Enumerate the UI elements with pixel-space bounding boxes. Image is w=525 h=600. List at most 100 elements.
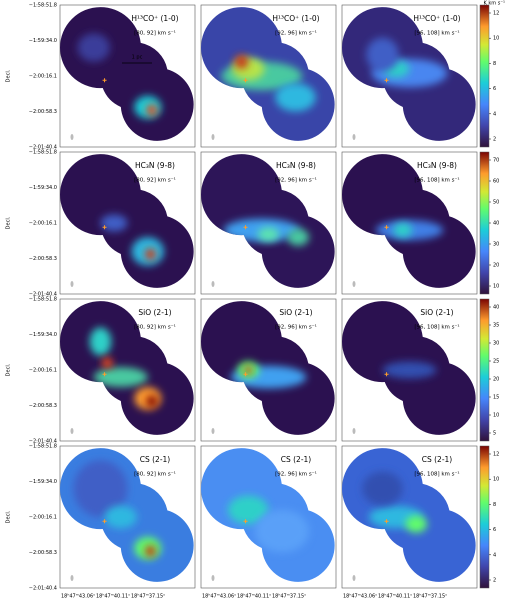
colorbar-tick-label: 12	[493, 452, 499, 458]
y-tick-label: −2:00:58.3	[29, 109, 57, 115]
y-tick-label: −1:59:34.0	[29, 332, 57, 338]
colorbar-tick-label: 4	[493, 111, 496, 117]
emission	[362, 471, 403, 506]
velocity-range: [92, 96] km s⁻¹	[275, 30, 317, 37]
emission	[405, 515, 428, 533]
colorbar-tick-label: 10	[493, 36, 499, 42]
colorbar-tick-label: 30	[493, 242, 499, 248]
y-tick-label: −2:00:16.1	[29, 74, 57, 80]
colorbar	[479, 4, 490, 148]
y-tick-label: −2:00:16.1	[29, 221, 57, 227]
colorbar-tick-label: 4	[493, 552, 496, 558]
velocity-range: [92, 96] km s⁻¹	[275, 177, 317, 184]
marker	[102, 225, 107, 230]
colorbar-tick-label: 15	[493, 395, 499, 401]
emission	[287, 228, 310, 246]
emission	[77, 33, 110, 62]
colorbar-tick-label: 35	[493, 323, 499, 329]
emission	[93, 367, 148, 388]
colorbar-tick-label: 40	[493, 305, 499, 311]
marker	[384, 519, 389, 524]
emission	[228, 495, 269, 525]
velocity-range: [96, 108] km s⁻¹	[414, 471, 459, 478]
line-title: CS (2-1)	[422, 455, 453, 464]
colorbar-tick-label: 8	[493, 61, 496, 67]
marker	[384, 225, 389, 230]
beam	[352, 575, 356, 581]
y-tick-label: −2:00:16.1	[29, 368, 57, 374]
x-tick-label: 18ʰ47ᵐ43.06ˢ	[343, 594, 377, 600]
scale-bar-label: 1 pc	[132, 55, 143, 61]
emission	[101, 357, 113, 369]
emission	[145, 545, 156, 557]
y-axis-label: Decl.	[6, 363, 12, 376]
velocity-range: [96, 108] km s⁻¹	[414, 324, 459, 331]
marker	[243, 372, 248, 377]
y-tick-label: −2:00:58.3	[29, 403, 57, 409]
y-tick-label: −2:00:58.3	[29, 256, 57, 262]
beam	[352, 281, 356, 287]
marker	[102, 372, 107, 377]
x-tick-label: 18ʰ47ᵐ43.06ˢ	[61, 594, 95, 600]
x-tick-label: 18ʰ47ᵐ40.11ˢ	[378, 594, 412, 600]
x-tick-label: 18ʰ47ᵐ37.15ˢ	[413, 594, 447, 600]
colorbar-tick-label: 30	[493, 341, 499, 347]
y-tick-label: −1:59:34.0	[29, 38, 57, 44]
marker	[102, 519, 107, 524]
beam	[352, 134, 356, 140]
y-tick-label: −1:59:34.0	[29, 185, 57, 191]
colorbar-tick-label: 5	[493, 431, 496, 437]
emission	[100, 214, 128, 232]
y-tick-label: −2:00:58.3	[29, 550, 57, 556]
velocity-range: [80, 92] km s⁻¹	[134, 471, 176, 478]
colorbar-tick-label: 50	[493, 200, 499, 206]
colorbar-tick-label: 6	[493, 527, 496, 533]
emission	[146, 104, 158, 116]
marker	[243, 78, 248, 83]
colorbar-unit: K km s⁻¹	[484, 1, 505, 7]
colorbar-tick-label: 70	[493, 158, 499, 164]
velocity-range: [96, 108] km s⁻¹	[414, 177, 459, 184]
emission	[146, 395, 158, 407]
line-title: HC₃N (9-8)	[135, 161, 175, 170]
velocity-range: [80, 92] km s⁻¹	[134, 30, 176, 37]
colorbar-tick-label: 6	[493, 86, 496, 92]
emission	[366, 37, 399, 72]
velocity-range: [96, 108] km s⁻¹	[414, 30, 459, 37]
x-tick-label: 18ʰ47ᵐ40.11ˢ	[96, 594, 130, 600]
colorbar-tick-label: 20	[493, 377, 499, 383]
colorbar	[479, 298, 490, 442]
y-tick-label: −2:01:40.4	[29, 586, 57, 592]
y-tick-label: −2:00:16.1	[29, 515, 57, 521]
emission	[234, 54, 249, 69]
colorbar-tick-label: 10	[493, 284, 499, 290]
velocity-range: [80, 92] km s⁻¹	[134, 177, 176, 184]
emission	[275, 83, 316, 112]
line-title: HC₃N (9-8)	[276, 161, 316, 170]
marker	[384, 78, 389, 83]
y-tick-label: −1:58:51.8	[29, 150, 57, 156]
line-title: SiO (2-1)	[420, 308, 453, 317]
line-title: HC₃N (9-8)	[417, 161, 457, 170]
beam	[70, 428, 74, 434]
beam	[70, 575, 74, 581]
line-title: CS (2-1)	[140, 455, 171, 464]
beam	[211, 281, 215, 287]
emission	[393, 223, 413, 238]
beam	[352, 428, 356, 434]
x-tick-label: 18ʰ47ᵐ43.06ˢ	[202, 594, 236, 600]
colorbar-tick-label: 2	[493, 578, 496, 584]
beam	[211, 575, 215, 581]
marker	[384, 372, 389, 377]
marker	[243, 225, 248, 230]
colorbar-tick-label: 12	[493, 11, 499, 17]
line-title: H¹³CO⁺ (1-0)	[413, 14, 460, 23]
y-tick-label: −1:58:51.8	[29, 297, 57, 303]
y-tick-label: −2:01:40.4	[29, 292, 57, 298]
emission	[244, 365, 253, 375]
velocity-range: [92, 96] km s⁻¹	[275, 471, 317, 478]
marker	[102, 78, 107, 83]
y-axis-label: Decl.	[6, 510, 12, 523]
y-axis-label: Decl.	[6, 69, 12, 82]
velocity-range: [92, 96] km s⁻¹	[275, 324, 317, 331]
